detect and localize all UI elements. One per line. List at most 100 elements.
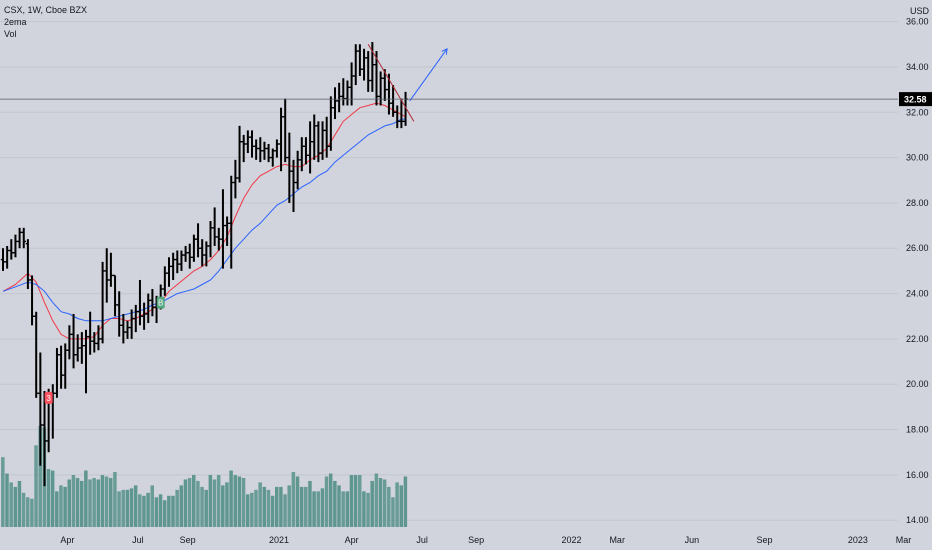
ema-slow-line xyxy=(2,118,406,322)
horizontal-gridlines xyxy=(0,21,898,521)
ohlc-bar xyxy=(83,329,89,394)
volume-bar xyxy=(349,475,354,527)
ohlc-bar xyxy=(307,121,313,174)
ohlc-bar xyxy=(0,248,6,271)
ohlc-bar xyxy=(108,252,114,287)
ohlc-bar xyxy=(187,243,192,269)
ohlc-bar xyxy=(29,275,35,326)
volume-bar xyxy=(229,470,233,527)
ohlc-bar xyxy=(312,114,317,160)
volume-bar xyxy=(391,497,395,527)
ohlc-bar xyxy=(150,289,155,317)
volume-bar xyxy=(312,491,316,527)
volume-bar xyxy=(113,472,117,527)
volume-bar xyxy=(395,482,399,527)
volume-bar xyxy=(104,476,109,527)
ohlc-bar xyxy=(336,82,342,113)
ohlc-bar xyxy=(146,293,151,324)
volume-bar xyxy=(167,495,171,527)
ohlc-bar xyxy=(287,132,292,203)
arrow-head xyxy=(441,47,448,55)
ohlc-bar xyxy=(100,261,105,344)
ohlc-bar xyxy=(328,96,334,151)
ohlc-bar xyxy=(266,143,271,163)
ohlc-bar xyxy=(175,250,180,274)
ohlc-bar xyxy=(75,334,80,362)
ohlc-bar xyxy=(133,304,138,333)
ohlc-bar xyxy=(125,320,130,339)
ohlc-bar xyxy=(9,239,14,260)
volume-bar xyxy=(196,480,200,527)
ema-indicator-label[interactable]: 2ema xyxy=(4,17,27,27)
ohlc-bar xyxy=(67,325,72,360)
ohlc-bar xyxy=(366,51,371,92)
ohlc-bar xyxy=(117,291,122,337)
time-tick-label: Apr xyxy=(345,535,359,545)
ohlc-bar xyxy=(353,44,358,86)
volume-bar xyxy=(221,485,225,527)
volume-indicator-label[interactable]: Vol xyxy=(4,29,17,39)
volume-bar xyxy=(295,476,300,527)
time-tick-label: Apr xyxy=(60,535,74,545)
volume-bar xyxy=(320,488,325,527)
volume-bar xyxy=(183,479,188,527)
volume-bar xyxy=(17,480,22,527)
marker-label: B xyxy=(158,299,163,308)
drawings[interactable] xyxy=(367,44,448,122)
volume-bar xyxy=(179,485,184,527)
ohlc-bar xyxy=(399,98,404,129)
volume-bar xyxy=(370,480,374,527)
event-marker[interactable]: B xyxy=(156,296,165,309)
volume-bar xyxy=(299,486,304,527)
volume-bar xyxy=(324,476,329,527)
ohlc-bar xyxy=(320,121,325,160)
time-tick-label: Mar xyxy=(609,535,625,545)
volume-bar xyxy=(366,492,370,527)
arrow-line xyxy=(409,48,448,102)
time-axis[interactable]: Apr Jul Sep 2021 Apr Jul Sep 2022 Mar Jun Sep 2023 M… xyxy=(60,535,911,545)
event-markers[interactable]: 3B xyxy=(44,296,165,404)
volume-bar xyxy=(142,495,146,527)
volume-bar xyxy=(13,486,18,527)
ohlc-bar xyxy=(179,250,184,271)
symbol-label[interactable]: CSX, 1W, Cboe BZX xyxy=(4,5,88,15)
time-tick-label: Sep xyxy=(757,535,773,545)
price-tick-label: 20.00 xyxy=(906,379,929,389)
ohlc-bar xyxy=(129,309,134,339)
volume-bar xyxy=(287,485,291,527)
volume-bar xyxy=(26,497,30,527)
volume-bar xyxy=(316,491,320,527)
ohlc-bar xyxy=(249,130,255,158)
ohlc-bar xyxy=(378,71,383,106)
volume-bar xyxy=(262,486,267,527)
volume-bar xyxy=(92,477,96,527)
volume-bar xyxy=(345,491,350,527)
volume-bar xyxy=(67,479,71,527)
event-marker[interactable]: 3 xyxy=(44,391,53,404)
volume-bar xyxy=(258,482,262,527)
ohlc-bar xyxy=(374,51,379,106)
volume-bar xyxy=(358,475,362,527)
price-tick-label: 22.00 xyxy=(906,334,929,344)
marker-badge xyxy=(156,296,165,309)
ohlc-bar xyxy=(13,234,18,258)
ohlc-bar xyxy=(332,87,338,120)
ohlc-bar xyxy=(166,257,172,287)
ohlc-bar xyxy=(324,116,329,158)
volume-bar xyxy=(270,495,275,527)
volume-bar xyxy=(254,489,258,527)
volume-bar xyxy=(88,479,92,527)
price-tick-label: 34.00 xyxy=(906,62,929,72)
volume-bar xyxy=(30,498,34,527)
volume-bar xyxy=(374,473,379,527)
ohlc-bar xyxy=(233,159,238,199)
volume-bar xyxy=(362,491,366,527)
volume-bar xyxy=(291,472,296,527)
ohlc-bar xyxy=(349,62,354,106)
price-axis[interactable]: 36.00 34.00 32.00 30.00 28.00 26.00 24.00 22.00… xyxy=(906,6,930,525)
ohlc-bar xyxy=(25,239,31,290)
last-price-line: 32.58 xyxy=(0,92,932,107)
volume-bar xyxy=(387,486,391,527)
volume-bar xyxy=(71,475,76,527)
